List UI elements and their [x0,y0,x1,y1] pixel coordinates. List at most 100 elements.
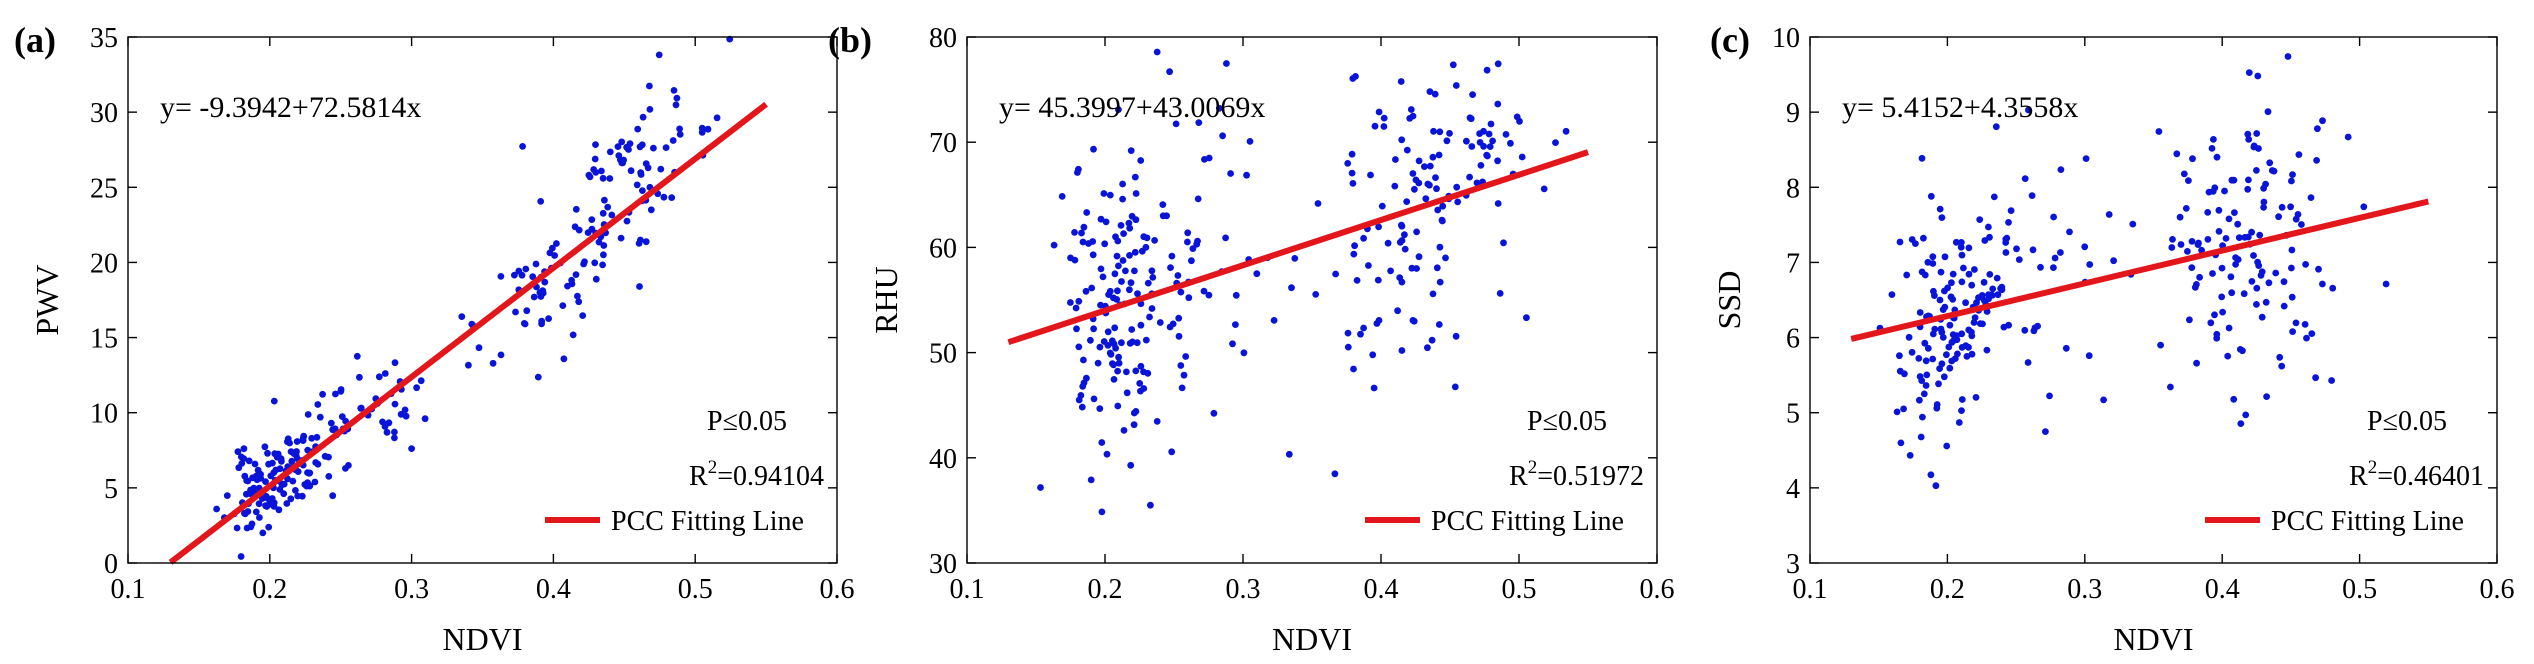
data-point [2050,264,2057,271]
data-point [2224,352,2232,360]
data-point [598,167,605,175]
data-point [2218,293,2226,301]
data-point [263,503,271,510]
data-point [1102,218,1110,226]
data-point [1153,418,1161,425]
data-point [1960,264,1967,272]
data-point [1375,223,1382,231]
data-point [1367,171,1374,179]
data-point [2037,263,2044,271]
data-point [639,187,646,195]
data-point [559,302,567,309]
data-point [1941,253,1949,261]
data-point [2105,211,2113,218]
data-point [672,101,680,109]
data-point [1454,198,1462,206]
r-squared-superscript: 2 [708,457,718,478]
data-point [1983,346,1991,354]
data-point [1438,216,1446,224]
data-point [1128,326,1136,333]
panel-c: 0.1 0.2 0.3 0.4 0.5 0.6 3 4 5 6 7 8 9 10 NDVI SSD (c) y= … [1710,20,2515,657]
y-tick-label: 50 [929,339,957,370]
data-point [1240,349,1248,357]
data-point [1929,253,1937,261]
data-point [534,373,542,381]
data-point [1205,291,1213,299]
panel-a: 0.1 0.2 0.3 0.4 0.5 0.6 0 5 10 15 20 25 30 35 NDVI PWV (… [14,20,855,657]
data-point [1175,314,1183,322]
data-point [2254,258,2262,266]
axes-frame [1809,36,2498,564]
r-squared-text: R2=0.94104 [689,457,824,492]
panel-label: (b) [828,20,872,60]
data-point [2081,243,2089,251]
data-point [270,502,278,510]
data-point [676,131,684,138]
data-point [618,159,626,167]
data-point [1098,508,1106,516]
data-point [600,242,608,249]
data-point [512,308,519,316]
data-point [289,477,297,485]
data-point [1344,343,1352,351]
data-point [2253,284,2261,292]
data-point [261,443,269,451]
data-point [575,298,583,306]
data-point [2100,396,2108,404]
data-point [283,500,291,507]
data-point [475,344,483,352]
data-point [1134,290,1141,298]
x-tick-label: 0.5 [1502,574,1537,605]
data-point [1972,394,1980,401]
data-point [553,240,560,247]
data-point [2177,241,2185,248]
x-tick-label: 0.4 [536,574,571,605]
data-point [1113,252,1121,260]
data-point [1083,374,1090,382]
data-point [2193,359,2201,367]
data-point [2287,203,2295,211]
data-point [1958,251,1966,259]
data-point [284,435,292,443]
data-point [522,265,530,273]
data-point [294,468,302,475]
data-point [267,472,275,480]
x-axis-label: NDVI [1272,621,1352,657]
data-point [600,251,607,259]
x-tick-label: 0.3 [394,574,429,605]
data-point [402,412,410,420]
data-point [2244,130,2252,138]
data-point [391,434,398,442]
data-point [1200,287,1208,295]
data-point [1125,219,1133,227]
data-point [2302,261,2310,268]
data-point [1949,270,1957,278]
pcc-fitting-line [1850,198,2429,342]
data-point [2275,213,2283,221]
data-point [1100,190,1108,197]
data-point [1936,205,1944,213]
data-point [273,453,281,461]
data-point [2225,215,2233,223]
y-tick-label: 30 [929,549,957,580]
data-point [1153,48,1161,56]
regression-equation: y= 45.3997+43.0069x [999,91,1265,124]
data-point [1992,123,2000,131]
data-point [1140,385,1148,392]
data-point [2057,166,2065,174]
data-point [1500,239,1507,247]
data-point [1896,352,1903,360]
data-point [1380,114,1388,122]
data-point [1132,216,1140,224]
data-point [2253,301,2260,308]
data-point [2042,428,2049,435]
data-point [2169,236,2176,243]
data-point [381,370,389,377]
data-point [572,205,580,213]
data-point [1074,169,1081,176]
data-point [1483,151,1491,159]
data-point [1314,200,1322,207]
data-point [1922,382,1930,389]
data-point [1433,264,1441,272]
data-point [2294,211,2302,218]
